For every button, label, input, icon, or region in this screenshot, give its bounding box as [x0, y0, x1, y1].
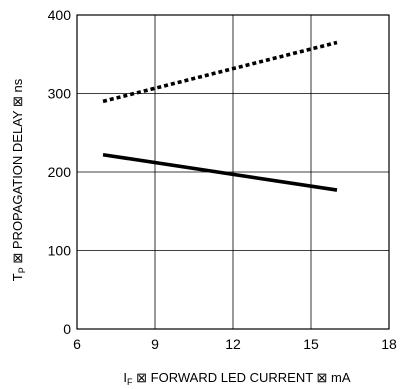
series-layer [102, 40, 338, 192]
y-axis-label-text: ⊠ PROPAGATION DELAY ⊠ ns [10, 78, 25, 267]
x-tick-labels: 6 9 12 15 18 [73, 336, 397, 352]
y-axis-symbol: T [10, 273, 25, 281]
y-tick-label: 300 [48, 86, 72, 102]
x-tick-label: 12 [225, 336, 241, 352]
x-tick-label: 9 [151, 336, 159, 352]
y-tick-label: 200 [48, 164, 72, 180]
series-line-1 [102, 40, 338, 104]
grid [77, 15, 389, 329]
x-tick-label: 6 [73, 336, 81, 352]
plot-frame [76, 14, 390, 330]
y-tick-labels: 0 100 200 300 400 [48, 7, 72, 337]
x-tick-label: 18 [381, 336, 397, 352]
y-axis-subscript: P [17, 267, 27, 273]
series-line-2 [102, 152, 338, 192]
y-tick-label: 400 [48, 7, 72, 23]
x-axis-symbol: I [123, 370, 127, 385]
y-tick-label: 0 [63, 321, 71, 337]
x-axis-subscript: F [127, 377, 133, 387]
x-tick-label: 15 [303, 336, 319, 352]
x-axis-label-text: ⊠ FORWARD LED CURRENT ⊠ mA [133, 370, 351, 385]
y-axis-title: TP ⊠ PROPAGATION DELAY ⊠ ns [10, 78, 27, 281]
x-axis-title: IF ⊠ FORWARD LED CURRENT ⊠ mA [123, 370, 350, 387]
y-tick-label: 100 [48, 243, 72, 259]
